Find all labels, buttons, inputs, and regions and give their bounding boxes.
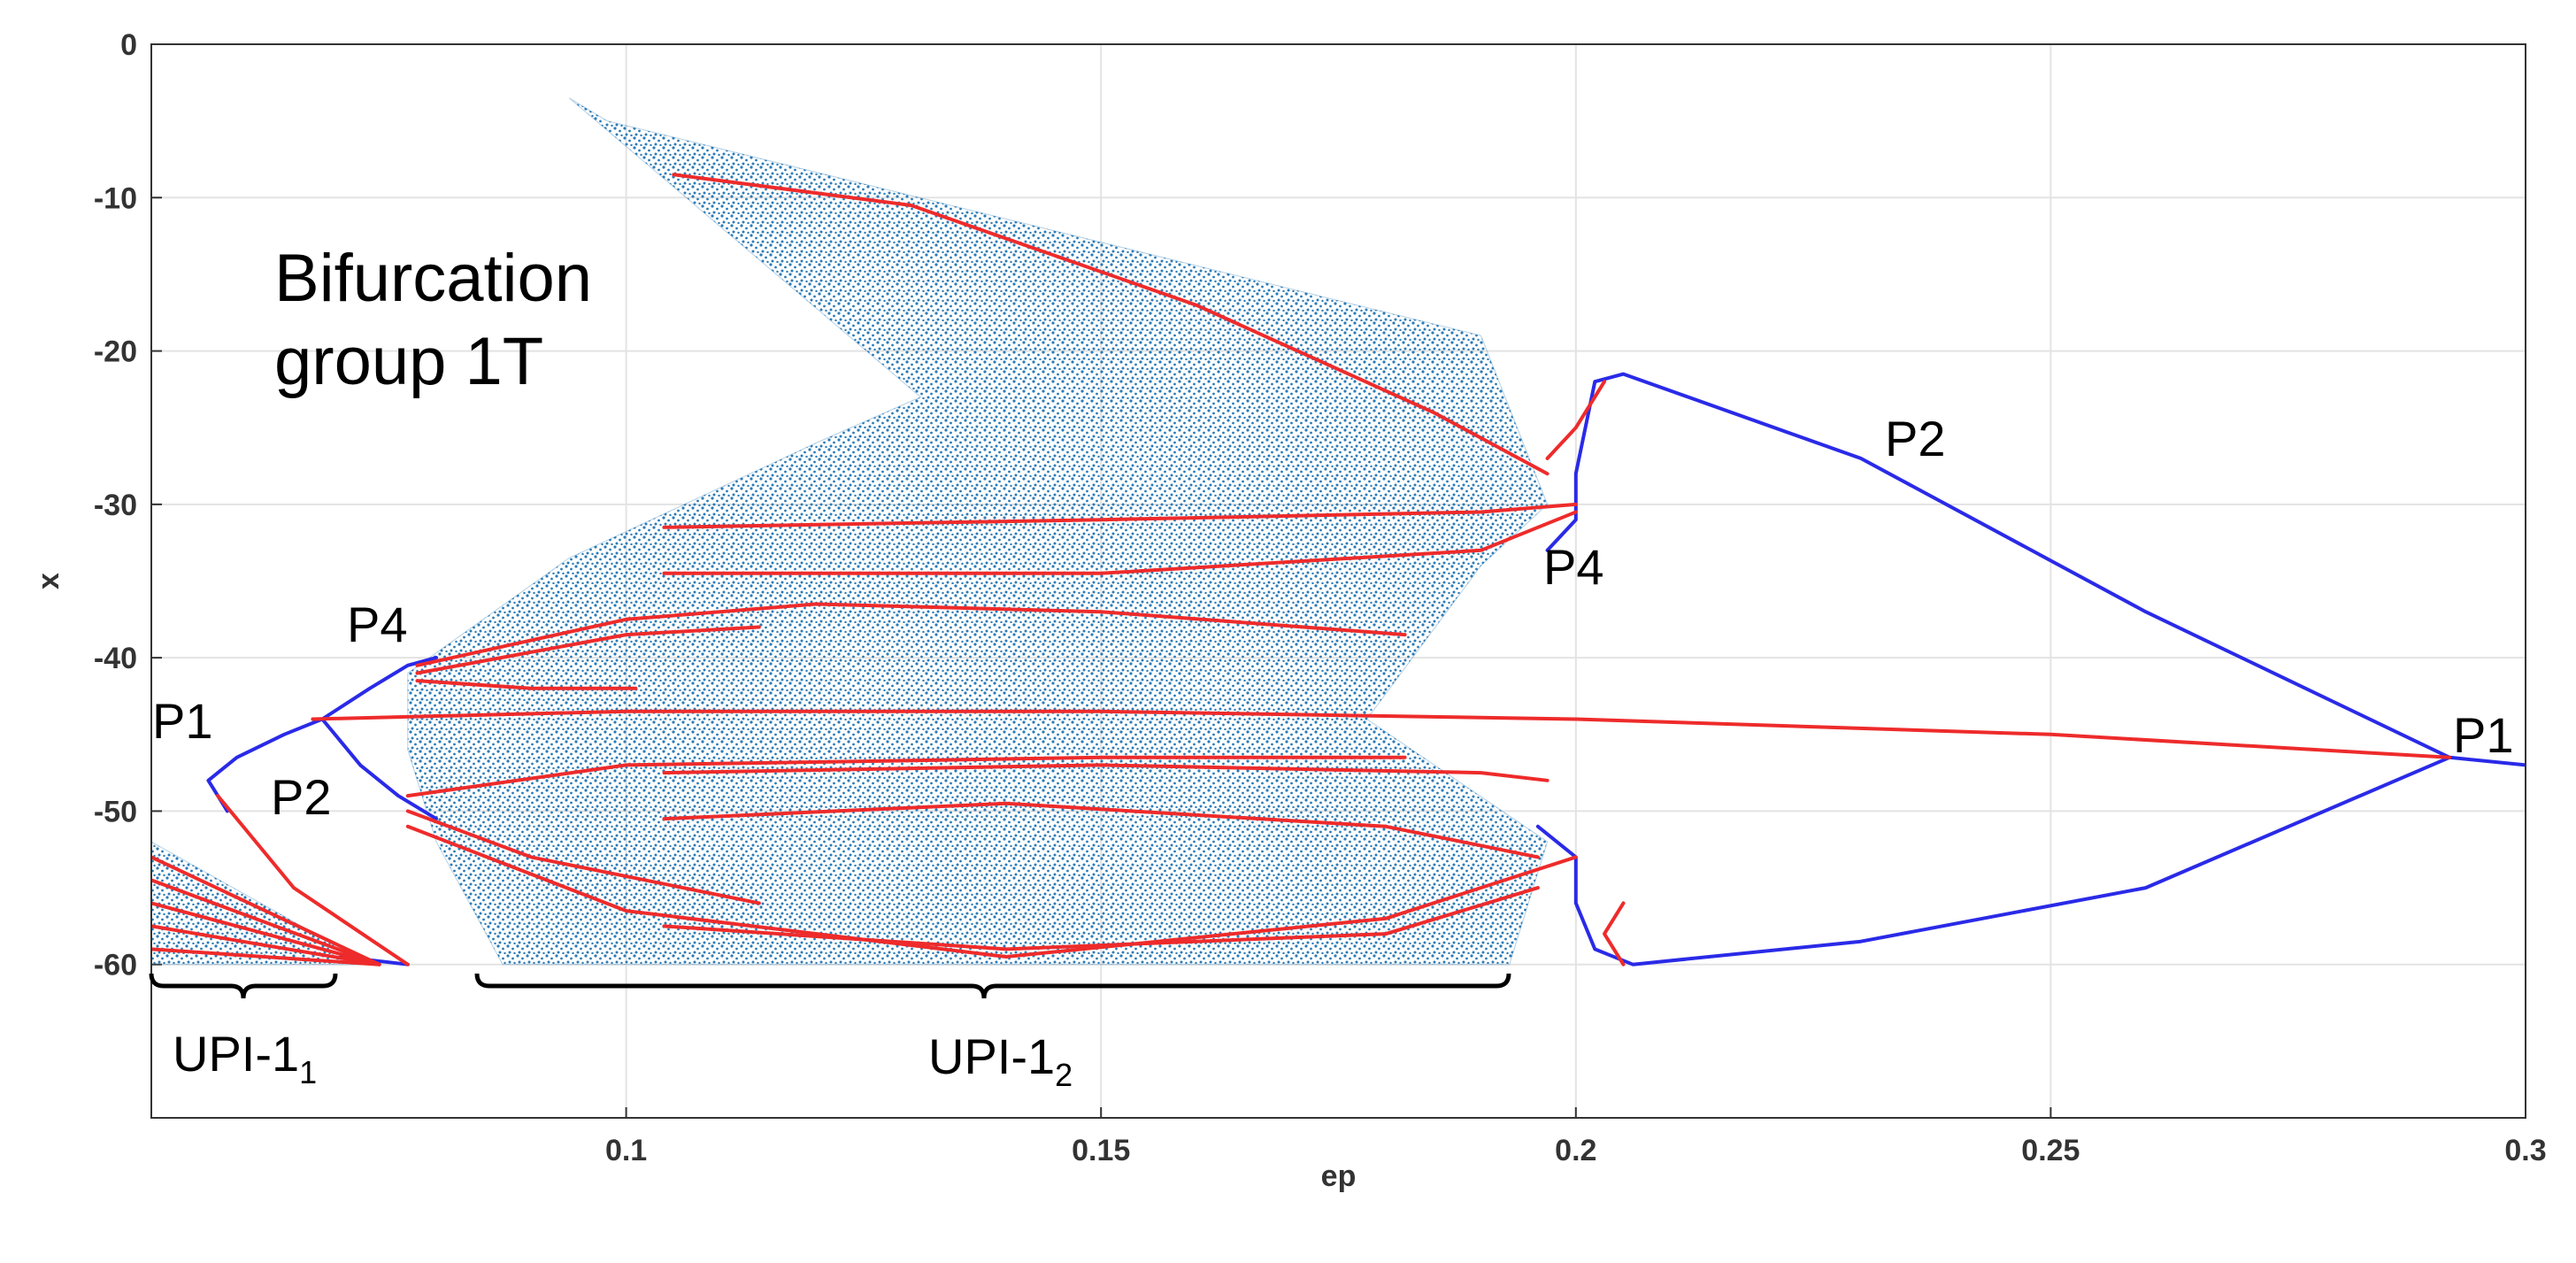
x-tick-label: 0.3 (2504, 1134, 2546, 1167)
branch-line (151, 855, 381, 967)
branch-line (1545, 380, 1606, 460)
branch-line (151, 924, 381, 967)
y-tick-label: -30 (94, 489, 137, 522)
y-tick-label: -10 (94, 181, 137, 215)
branch-line (405, 755, 1407, 798)
branch-line (320, 717, 438, 821)
branch-line (1603, 901, 1626, 967)
annotation-subscript: 1 (299, 1054, 317, 1090)
branch-line (662, 763, 1549, 782)
annotation-subscript: 2 (1055, 1057, 1073, 1093)
y-tick-label: -50 (94, 795, 137, 828)
x-tick-label: 0.1 (605, 1134, 647, 1167)
y-tick-label: -40 (94, 642, 137, 675)
branch-line (206, 656, 438, 813)
annotation: P4 (347, 597, 408, 652)
y-tick-label: -60 (94, 949, 137, 982)
labels: 0.1 0.15 0.2 0.25 0.3 0 -10 -20 -30 -40 -50 -60 ep x B… (32, 28, 2547, 1193)
x-tick-label: 0.2 (1555, 1134, 1596, 1167)
annotation: Bifurcation (274, 241, 592, 316)
y-tick-label: -20 (94, 335, 137, 369)
branch-line (151, 901, 381, 967)
x-tick-label: 0.15 (1072, 1134, 1130, 1167)
branch-line (415, 602, 1407, 667)
brace (474, 973, 1511, 999)
branch-line (405, 809, 761, 905)
branch-line (216, 794, 410, 967)
branch-line (415, 679, 638, 690)
branch-line (1535, 755, 2452, 967)
branch-line (662, 510, 1578, 575)
axes-frame (150, 43, 2526, 1119)
annotation: P2 (271, 769, 332, 825)
brace (149, 973, 338, 999)
branch-line (415, 625, 761, 675)
annotation: P1 (2453, 707, 2514, 763)
branch-line (405, 824, 1578, 959)
annotation: UPI-12 (928, 1028, 1073, 1093)
y-tick-label: 0 (120, 28, 137, 62)
annotation-text: UPI-1 (928, 1028, 1055, 1084)
branch-line (151, 947, 381, 967)
annotation: P2 (1885, 411, 1946, 466)
branch-line (672, 173, 1549, 476)
annotation-text: UPI-1 (173, 1026, 299, 1082)
annotation: group 1T (274, 324, 543, 399)
plot-area (151, 97, 2526, 967)
annotation: P4 (1543, 539, 1604, 595)
annotation: UPI-11 (173, 1026, 317, 1090)
x-tick-label: 0.25 (2021, 1134, 2080, 1167)
x-axis-label: ep (1321, 1159, 1357, 1193)
branch-line (151, 878, 381, 967)
y-axis-label: x (32, 573, 65, 589)
branch-line (662, 502, 1578, 529)
branch-line (662, 801, 1540, 859)
annotation: P1 (152, 693, 213, 749)
branch-line (311, 709, 2452, 759)
